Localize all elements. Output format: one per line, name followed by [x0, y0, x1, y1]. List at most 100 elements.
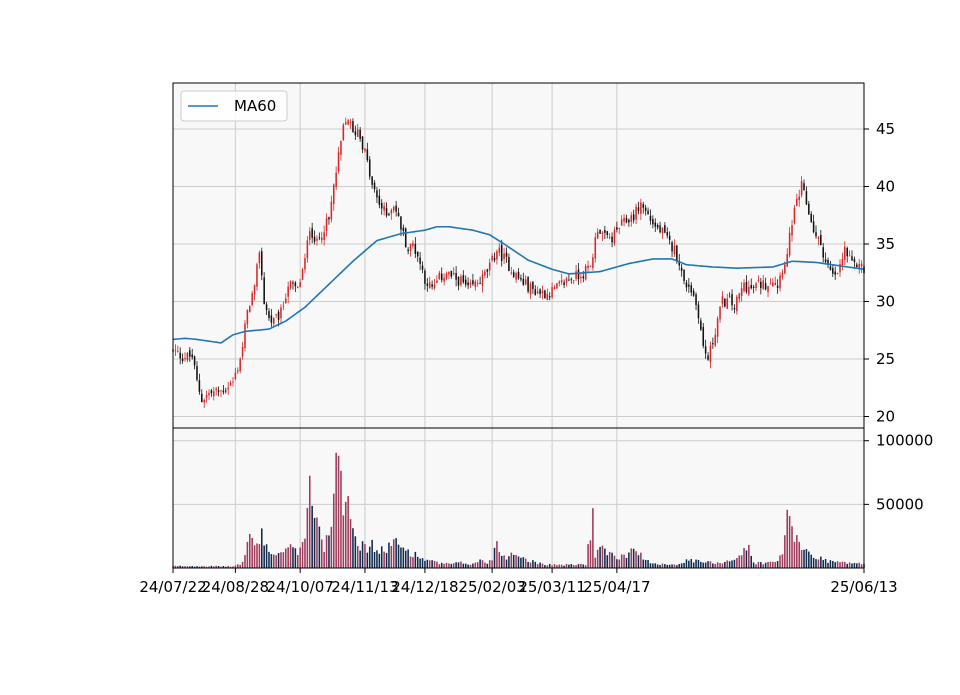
volume-bar	[222, 566, 225, 568]
candle-body	[803, 183, 805, 190]
candle-body	[680, 267, 683, 271]
candle-body	[270, 315, 273, 323]
candle-body	[268, 311, 270, 318]
volume-bar	[270, 554, 273, 568]
volume-bar	[769, 561, 772, 568]
volume-bar	[707, 561, 709, 568]
candle-body	[246, 309, 249, 325]
candle-body	[311, 228, 313, 238]
volume-bar	[304, 538, 306, 568]
volume-bar	[808, 551, 810, 568]
candle-body	[644, 207, 647, 212]
candle-body	[359, 129, 361, 139]
volume-bar	[642, 559, 645, 568]
volume-bar	[750, 555, 753, 568]
candle-body	[287, 286, 289, 297]
candle-body	[440, 273, 443, 281]
volume-bar	[229, 566, 232, 568]
candle-body	[630, 215, 633, 222]
volume-bar	[383, 551, 385, 568]
candle-body	[301, 269, 304, 280]
volume-bar	[438, 564, 441, 568]
volume-bar	[284, 548, 287, 568]
x-tick-label: 24/08/28	[202, 578, 269, 596]
candle-body	[229, 382, 232, 386]
candle-body	[510, 272, 513, 274]
candle-body	[436, 280, 438, 283]
candle-body	[762, 280, 765, 289]
candle-body	[299, 282, 301, 288]
candle-body	[292, 282, 294, 284]
candle-body	[472, 280, 474, 285]
candle-body	[661, 227, 664, 234]
x-tick-label: 24/12/18	[391, 578, 458, 596]
candle-body	[817, 237, 820, 239]
volume-bar	[416, 556, 419, 568]
candle-body	[827, 259, 829, 265]
candle-body	[815, 232, 817, 237]
candle-body	[839, 263, 841, 273]
candle-body	[575, 271, 577, 279]
volume-bar	[652, 563, 654, 568]
candle-body	[349, 122, 352, 123]
volume-bar	[385, 552, 388, 568]
volume-bar	[306, 507, 309, 568]
volume-bar	[313, 517, 316, 568]
candle-body	[438, 272, 441, 279]
volume-bar	[772, 561, 774, 568]
x-axis: 24/07/2224/08/2824/10/0724/11/1324/12/18…	[139, 568, 898, 596]
volume-bar	[738, 555, 741, 568]
candle-body	[824, 259, 827, 263]
candle-body	[796, 198, 798, 206]
volume-bar	[853, 562, 856, 568]
candle-body	[431, 284, 433, 287]
candle-body	[544, 290, 546, 299]
volume-bar	[570, 564, 573, 568]
candle-body	[196, 365, 198, 380]
volume-bar	[582, 564, 585, 568]
volume-bar	[690, 558, 693, 568]
volume-bar	[637, 555, 640, 568]
volume-bar	[810, 554, 812, 568]
volume-bar	[474, 562, 477, 568]
candle-body	[786, 253, 788, 267]
candle-body	[383, 206, 385, 211]
candle-body	[656, 224, 659, 228]
candle-body	[546, 293, 549, 301]
volume-ytick-label: 50000	[876, 495, 924, 513]
candle-body	[548, 296, 551, 298]
volume-bar	[640, 552, 642, 568]
volume-bar	[647, 560, 649, 568]
volume-bar	[308, 475, 311, 568]
volume-bar	[208, 566, 210, 568]
candle-body	[421, 265, 424, 270]
candle-body	[400, 216, 402, 230]
candle-body	[856, 264, 858, 267]
volume-bar	[251, 537, 253, 568]
volume-bar	[820, 556, 822, 568]
volume-bar	[330, 526, 333, 568]
candle-body	[179, 352, 181, 359]
candle-body	[707, 355, 709, 360]
volume-bar	[352, 528, 354, 568]
volume-bar	[628, 552, 630, 568]
volume-bar	[630, 548, 633, 568]
volume-bar	[431, 560, 433, 568]
volume-bar	[548, 563, 551, 568]
candle-body	[210, 390, 213, 394]
volume-bar	[488, 560, 491, 568]
candle-body	[793, 207, 796, 224]
candle-body	[745, 281, 748, 292]
volume-bar	[798, 541, 800, 568]
candle-body	[354, 131, 357, 136]
volume-bar	[848, 562, 851, 568]
volume-bar	[268, 551, 270, 568]
candle-body	[193, 356, 196, 366]
volume-bar	[784, 535, 786, 568]
candle-body	[764, 283, 767, 290]
candle-body	[486, 269, 489, 272]
candle-body	[647, 210, 649, 215]
volume-bar	[464, 563, 467, 568]
